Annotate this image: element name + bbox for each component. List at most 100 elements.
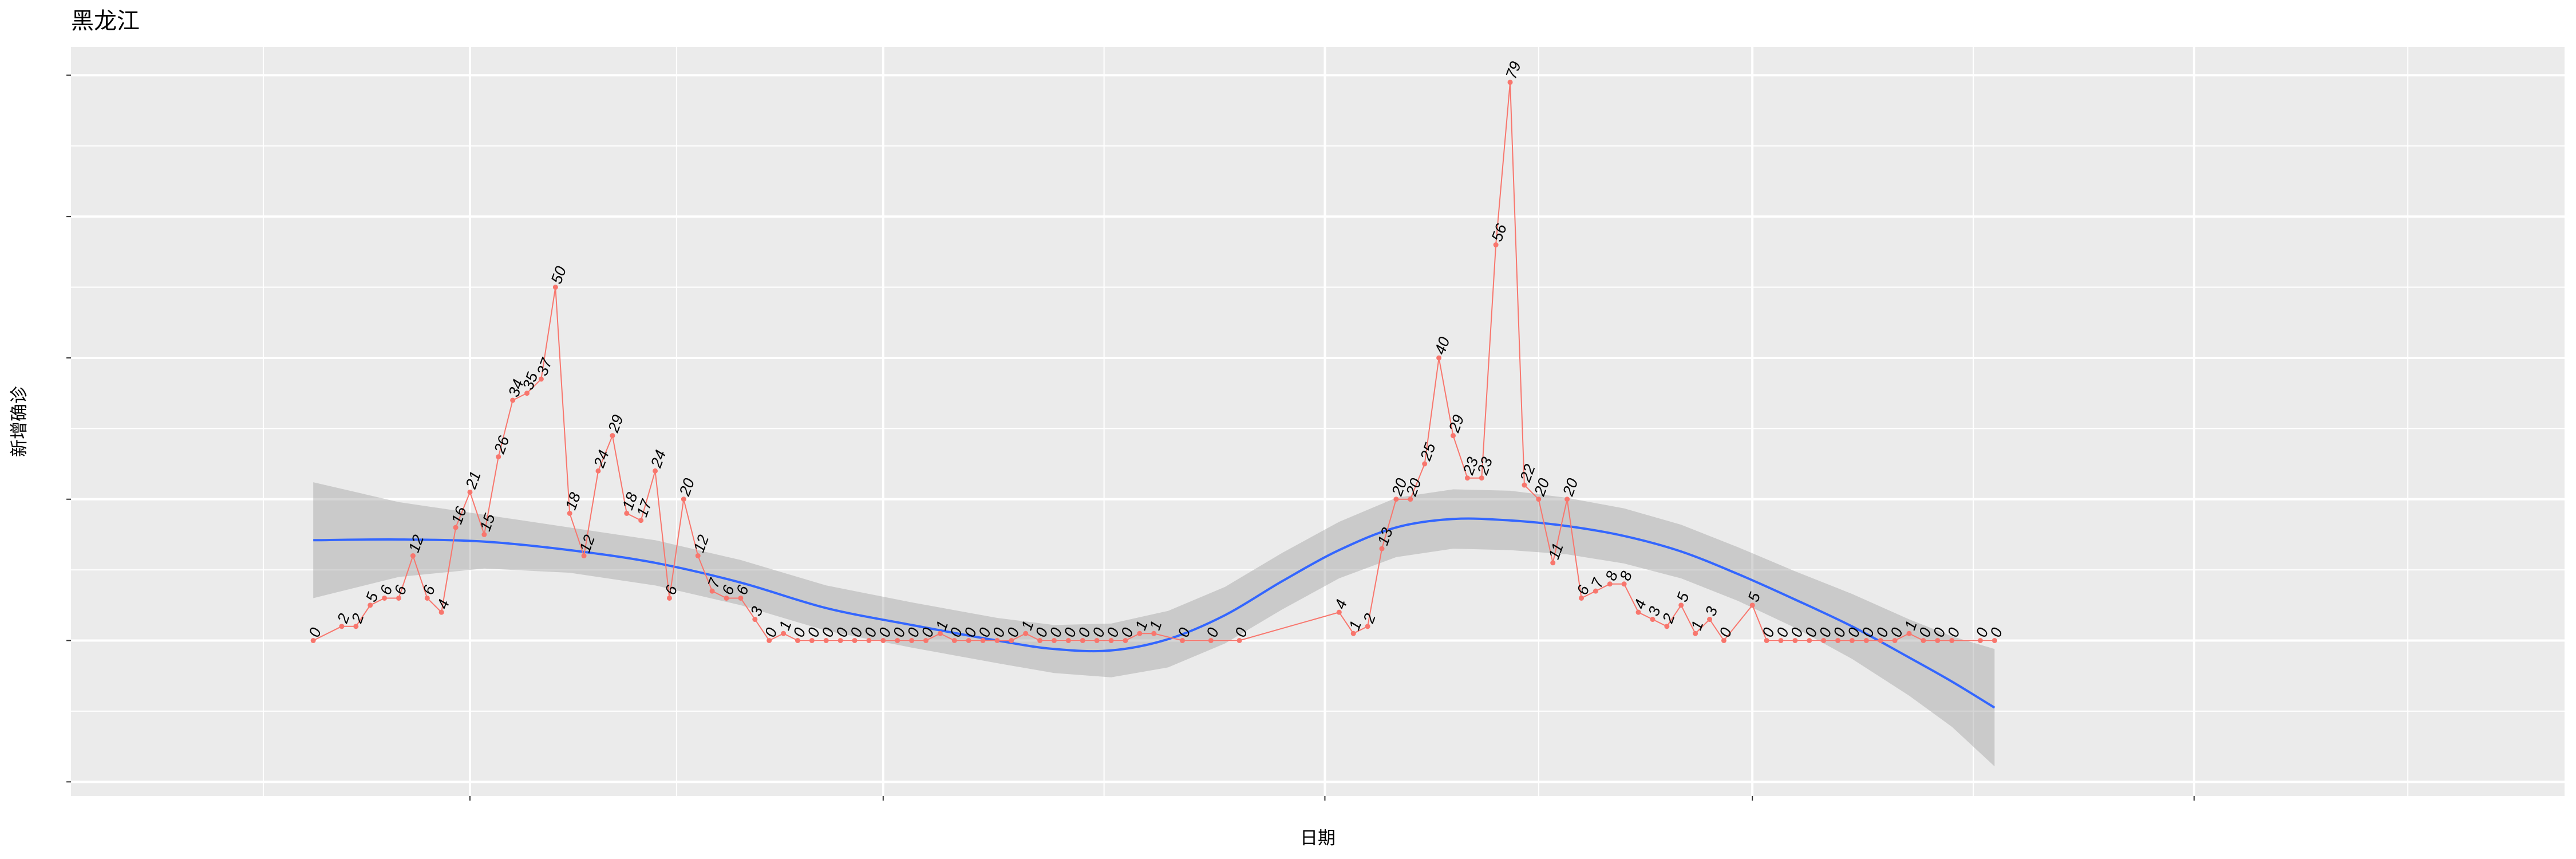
data-point <box>1906 631 1912 636</box>
data-point <box>1635 609 1641 615</box>
data-point <box>1578 595 1584 601</box>
data-point <box>410 553 416 558</box>
data-point <box>1393 497 1399 502</box>
data-point <box>453 525 459 530</box>
data-point <box>595 468 601 474</box>
data-point <box>581 553 587 558</box>
data-point <box>1236 638 1242 644</box>
x-axis-title: 日期 <box>1300 828 1336 849</box>
data-point <box>909 638 915 644</box>
data-point <box>1992 638 1997 644</box>
data-point <box>624 510 630 516</box>
minor-gridlines <box>71 47 2565 796</box>
data-point <box>1678 602 1684 608</box>
data-point <box>510 397 516 403</box>
data-point <box>353 624 359 629</box>
data-point <box>1621 581 1627 587</box>
data-point <box>1778 638 1784 644</box>
data-point <box>1108 638 1114 644</box>
data-point <box>1493 242 1499 248</box>
data-point <box>1921 638 1926 644</box>
data-point <box>1151 631 1157 636</box>
data-point <box>852 638 858 644</box>
data-point <box>1037 638 1043 644</box>
data-point <box>994 638 1000 644</box>
data-point <box>781 631 787 636</box>
data-point <box>724 595 729 601</box>
data-point <box>1422 461 1428 467</box>
data-point <box>980 638 986 644</box>
data-point <box>552 285 558 290</box>
data-point <box>1821 638 1827 644</box>
data-point <box>752 617 758 622</box>
data-point <box>1892 638 1898 644</box>
data-point <box>681 497 686 502</box>
data-point <box>880 638 886 644</box>
data-point <box>1180 638 1186 644</box>
data-point <box>1365 624 1370 629</box>
y-axis-title: 新增确诊 <box>9 386 30 457</box>
data-point <box>1849 638 1855 644</box>
data-point <box>1977 638 1983 644</box>
data-point <box>1878 638 1883 644</box>
data-point <box>1137 631 1143 636</box>
data-point <box>1208 638 1214 644</box>
data-point <box>1764 638 1769 644</box>
data-point <box>695 553 701 558</box>
data-point <box>438 609 444 615</box>
plot-panel <box>71 47 2565 796</box>
data-point <box>1336 609 1342 615</box>
data-point <box>966 638 971 644</box>
smooth-line <box>313 517 1996 709</box>
data-series-layer <box>310 80 1997 644</box>
data-point <box>951 638 957 644</box>
data-point <box>1949 638 1955 644</box>
data-point <box>1792 638 1798 644</box>
data-point <box>396 595 402 601</box>
data-point <box>1564 497 1570 502</box>
data-point <box>496 454 501 460</box>
data-point <box>1749 602 1755 608</box>
data-point <box>1607 581 1613 587</box>
data-point <box>1935 638 1941 644</box>
data-point <box>1080 638 1085 644</box>
data-point <box>382 595 388 601</box>
data-point <box>1550 560 1556 566</box>
confidence-band <box>313 482 1995 767</box>
data-point <box>1065 638 1071 644</box>
data-point <box>1693 631 1698 636</box>
data-point <box>937 631 943 636</box>
data-point <box>809 638 815 644</box>
data-point <box>1807 638 1812 644</box>
data-point <box>1707 617 1713 622</box>
chart-title: 黑龙江 <box>71 8 140 34</box>
major-gridlines <box>71 47 2565 796</box>
data-point <box>866 638 872 644</box>
data-point <box>310 638 316 644</box>
data-point <box>767 638 772 644</box>
data-point <box>1436 355 1442 361</box>
data-point <box>1052 638 1057 644</box>
data-point <box>1536 497 1542 502</box>
data-point <box>610 433 615 439</box>
data-point <box>666 595 672 601</box>
data-point <box>1522 482 1527 488</box>
data-point <box>1094 638 1100 644</box>
data-point <box>1408 497 1413 502</box>
data-point <box>368 602 373 608</box>
data-point <box>1863 638 1869 644</box>
x-axis <box>469 796 2195 801</box>
data-point <box>1350 631 1356 636</box>
data-point <box>567 510 572 516</box>
data-point <box>1835 638 1841 644</box>
data-point <box>1721 638 1726 644</box>
confidence-band-layer <box>313 482 1995 767</box>
data-point <box>1593 588 1598 594</box>
data-point <box>1009 638 1014 644</box>
data-point <box>1507 80 1513 85</box>
data-point <box>653 468 658 474</box>
data-point <box>424 595 430 601</box>
data-point <box>1123 638 1128 644</box>
data-point <box>923 638 929 644</box>
